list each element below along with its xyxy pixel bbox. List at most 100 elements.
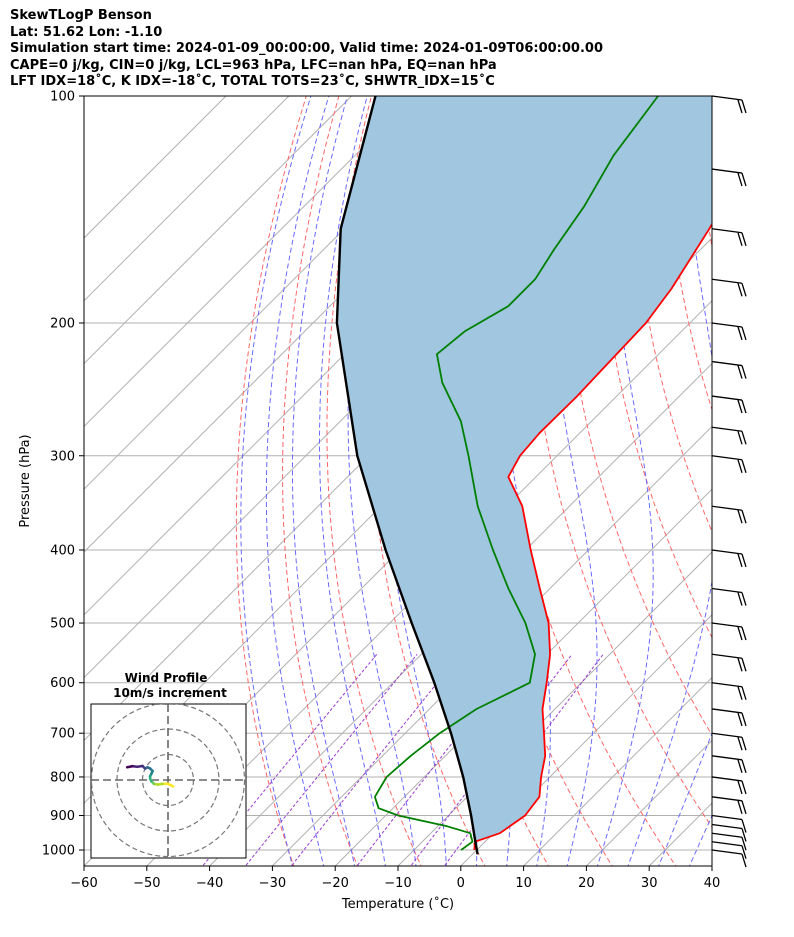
wind-barb: [711, 95, 747, 114]
wind-barb: [711, 622, 747, 641]
cin-shaded-area: [336, 96, 712, 850]
cape-cin-shading: [336, 96, 712, 850]
wind-barb-staff: [711, 823, 743, 830]
wind-barb-flag: [741, 800, 747, 814]
wind-barb: [711, 395, 747, 414]
wind-barb: [711, 814, 747, 833]
moist-adiabat-line: [781, 96, 794, 869]
wind-barb-flag: [737, 431, 743, 445]
x-tick-label: −40: [196, 876, 223, 891]
wind-barb-staff: [711, 755, 743, 761]
wind-barb-flag: [737, 759, 743, 774]
dry-adiabat-line: [235, 96, 307, 866]
wind-barb-staff: [711, 426, 743, 432]
x-tick-label: −30: [259, 876, 286, 891]
wind-barb: [711, 796, 747, 814]
isotherm-gridline: [84, 96, 352, 365]
moist-adiabat-line: [658, 731, 712, 866]
wind-barb-flag: [737, 658, 743, 672]
wind-barb-staff: [711, 360, 743, 367]
wind-barb: [711, 360, 747, 379]
wind-barb: [711, 682, 747, 700]
wind-barb-flag: [741, 780, 747, 795]
isotherm-gridline: [209, 362, 712, 866]
wind-barb-flag: [737, 326, 743, 341]
x-tick-label: 30: [641, 876, 658, 891]
wind-barb-flag: [737, 365, 743, 379]
wind-barb: [711, 322, 747, 341]
wind-barb-staff: [711, 832, 743, 838]
wind-barb-flag: [741, 658, 747, 672]
wind-barb-flag: [741, 326, 747, 341]
wind-barb-flag: [737, 172, 743, 187]
wind-barb-flag: [737, 283, 743, 297]
wind-barb-staff: [711, 95, 743, 101]
wind-barb-flag: [741, 837, 747, 851]
wind-barb: [711, 849, 747, 868]
wind-barb-flag: [741, 737, 747, 751]
wind-barb-staff: [711, 587, 743, 594]
moist-adiabat-line: [719, 96, 794, 869]
wind-barb-flag: [741, 399, 747, 414]
wind-barb-staff: [711, 322, 743, 328]
wind-barb-flag: [741, 365, 747, 379]
wind-barb-flag: [741, 232, 747, 246]
x-axis-label: Temperature (˚C): [341, 896, 454, 912]
wind-barb-flag: [741, 510, 747, 524]
x-tick-label: −50: [133, 876, 160, 891]
wind-barb: [711, 653, 747, 672]
wind-barb-staff: [711, 228, 743, 234]
parcel-profile-line: [335, 96, 479, 855]
wind-barb: [711, 426, 747, 445]
hodograph-segment: [125, 764, 134, 769]
wind-barbs: [711, 95, 747, 868]
wind-barb-flag: [741, 759, 747, 774]
wind-barb-flag: [741, 845, 747, 859]
mixing-ratio-line: [290, 653, 461, 866]
moist-adiabat-line: [265, 96, 330, 866]
isotherm-gridline: [84, 96, 290, 302]
moist-adiabat-line: [240, 96, 312, 866]
wind-barb-staff: [711, 168, 743, 174]
dry-adiabat-line: [561, 96, 712, 736]
wind-barb: [711, 776, 747, 795]
isotherm-gridline: [146, 300, 712, 866]
wind-barb-staff: [711, 732, 743, 738]
wind-barb-flag: [741, 828, 747, 842]
moist-adiabat-line: [347, 96, 417, 866]
wind-barb-flag: [741, 686, 747, 700]
moist-adiabat-line: [750, 96, 794, 869]
y-tick-label: 500: [50, 617, 75, 632]
wind-barb: [711, 278, 747, 297]
isotherm-gridline: [775, 96, 794, 866]
wind-barb-staff: [711, 682, 743, 688]
y-tick-label: 200: [50, 316, 75, 331]
wind-barb-flag: [741, 819, 747, 833]
wind-barb-staff: [711, 841, 743, 847]
wind-barb-staff: [711, 622, 743, 628]
wind-barb-flag: [737, 780, 743, 795]
x-tick-label: −60: [70, 876, 97, 891]
isotherm-gridline: [84, 96, 415, 428]
wind-barb-flag: [737, 232, 743, 246]
x-tick-label: 40: [704, 876, 721, 891]
wind-barb-flag: [737, 737, 743, 751]
wind-barb-staff: [711, 708, 743, 714]
y-axis-label: Pressure (hPa): [18, 434, 33, 527]
dry-adiabat-line: [762, 96, 794, 869]
dry-adiabat-line: [282, 96, 359, 866]
simulation-times: Simulation start time: 2024-01-09_00:00:…: [10, 41, 603, 56]
station-title: SkewTLogP Benson: [10, 8, 152, 23]
wind-barb: [711, 832, 747, 851]
isotherm-gridline: [272, 425, 712, 866]
wind-barb-staff: [711, 549, 743, 555]
y-tick-label: 900: [50, 809, 75, 824]
wind-barb-staff: [711, 653, 743, 659]
x-tick-label: 0: [457, 876, 465, 891]
wind-barb-flag: [741, 553, 747, 568]
chart-header: SkewTLogP Benson Lat: 51.62 Lon: -1.10 S…: [10, 8, 603, 91]
y-tick-label: 100: [50, 90, 75, 105]
moist-adiabat-line: [291, 96, 356, 866]
y-tick-label: 700: [50, 727, 75, 742]
